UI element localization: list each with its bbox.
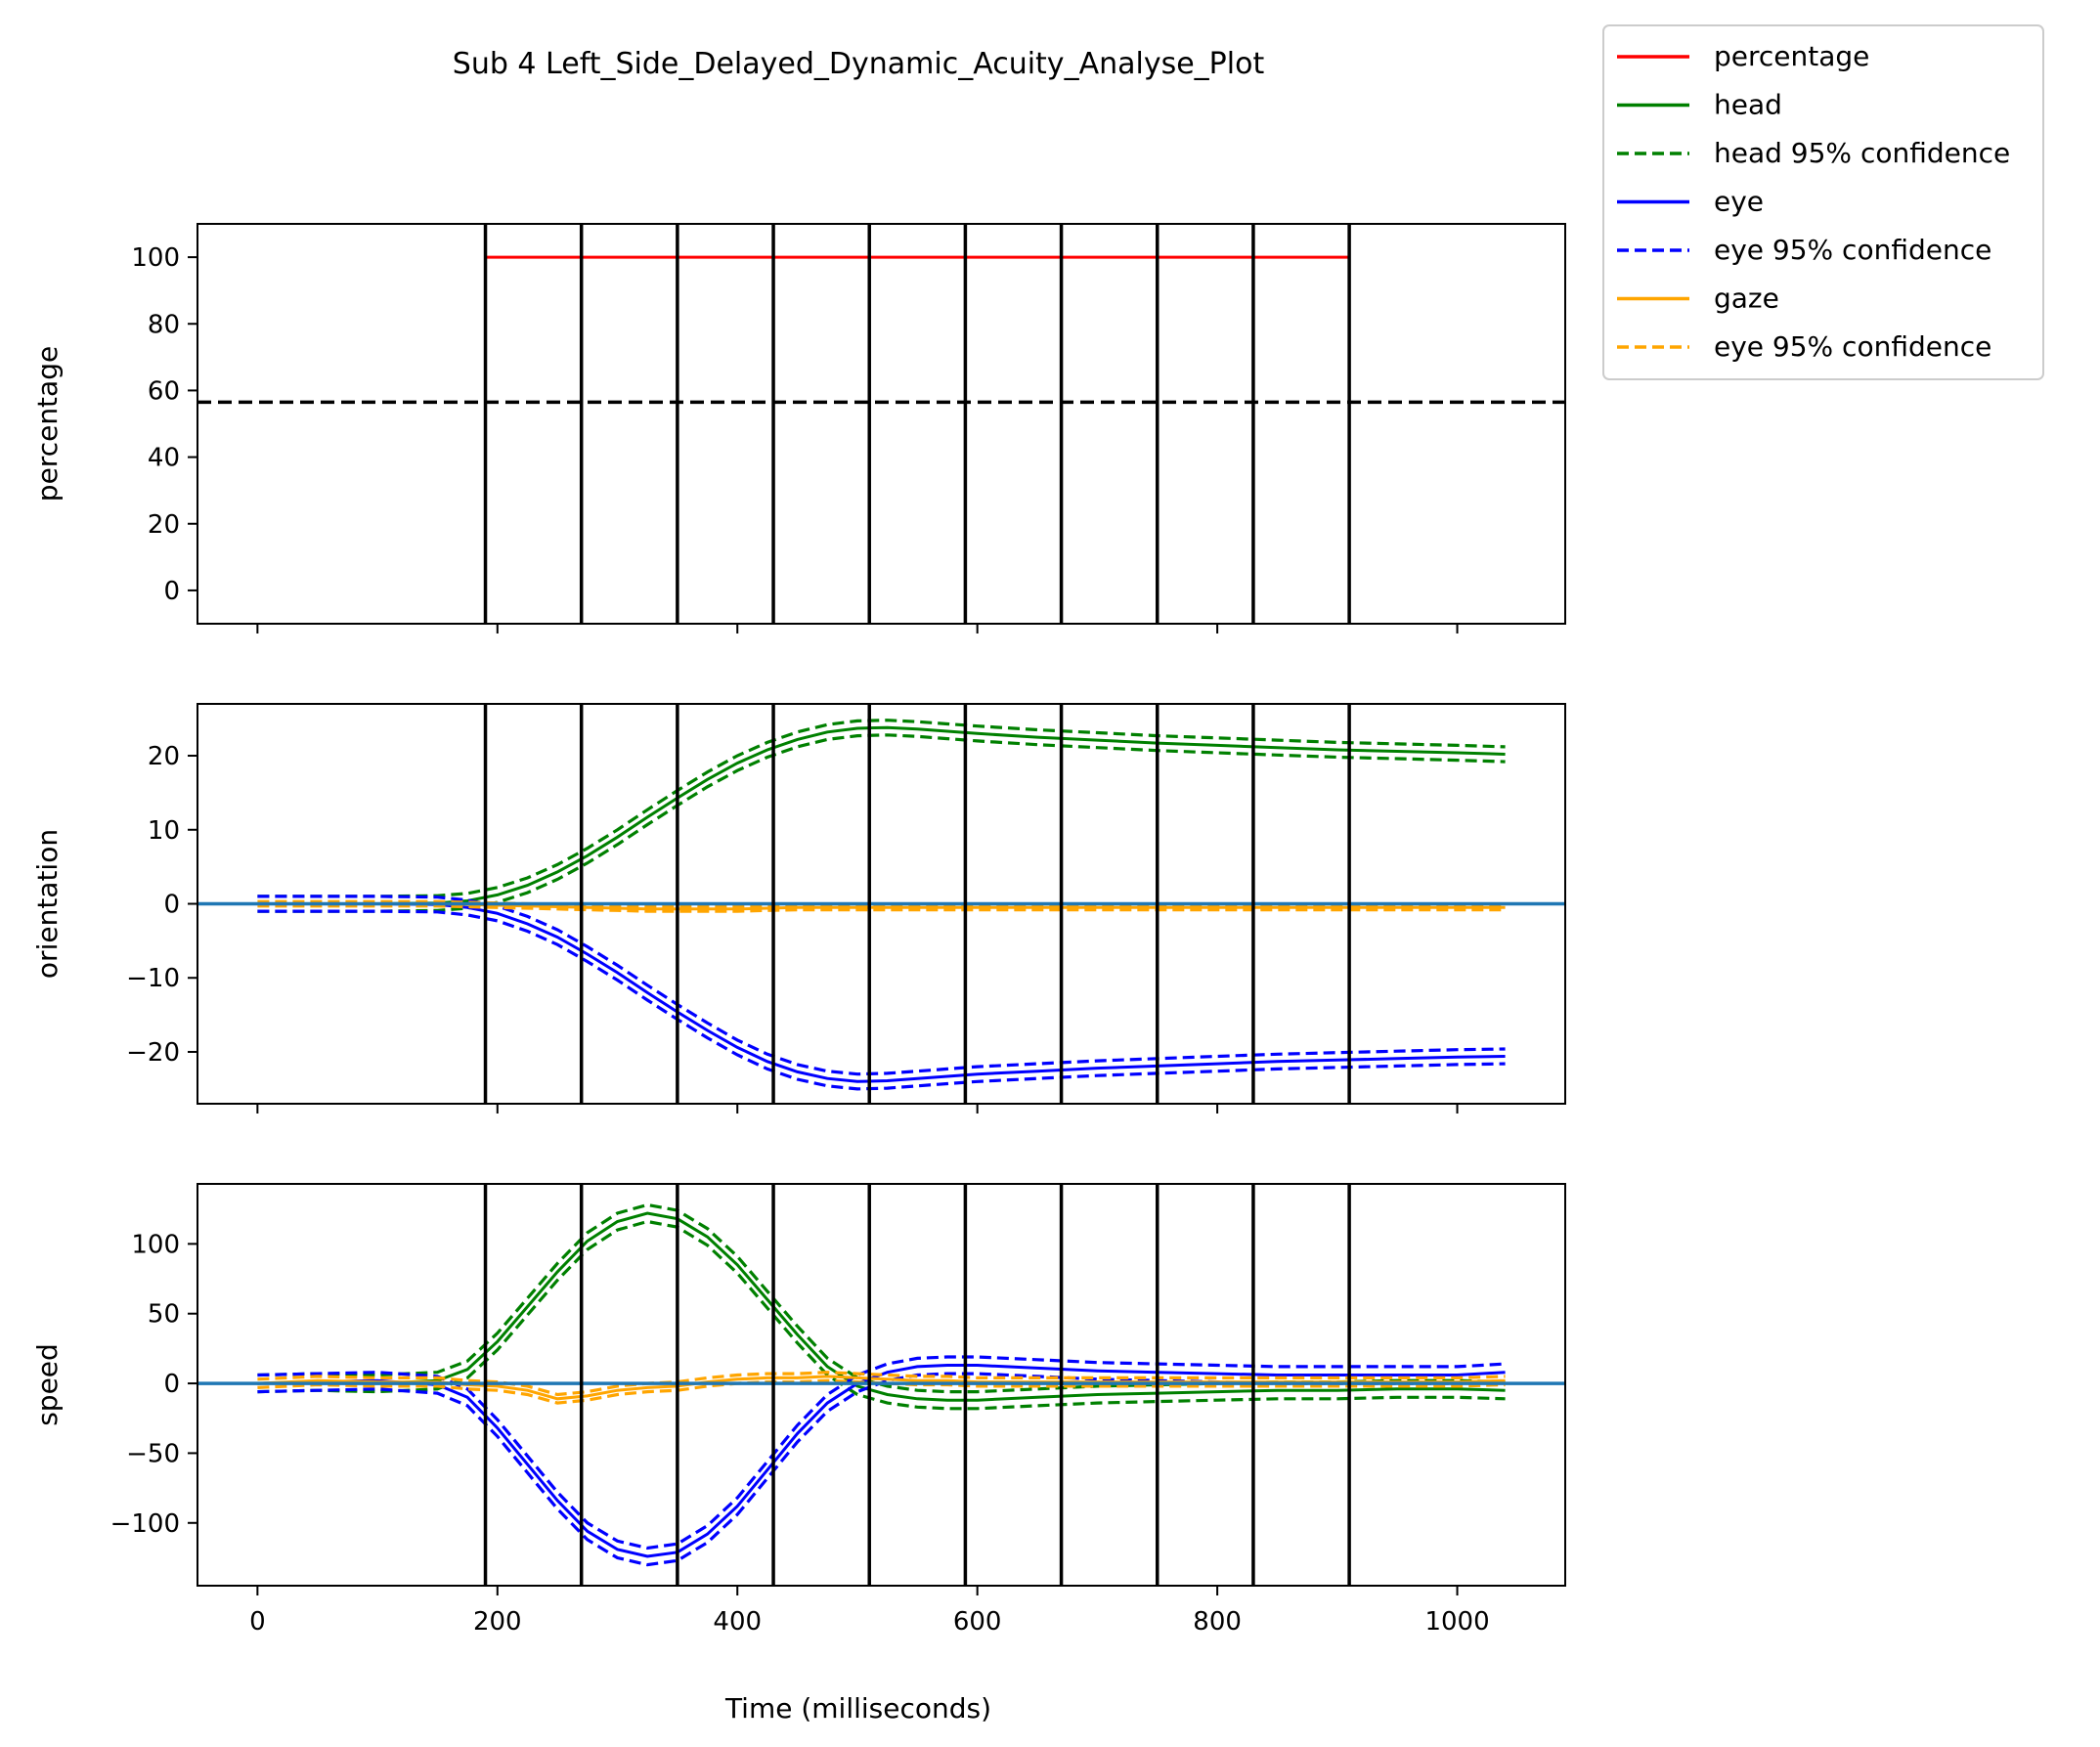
x-tick-label: 400 (713, 1607, 762, 1637)
head-ci-lower (257, 733, 1506, 913)
y-tick-label: 40 (148, 444, 180, 473)
legend-item: eye 95% confidence (1617, 330, 1991, 363)
eye-ci-upper (257, 1355, 1506, 1550)
legend-label: head 95% confidence (1714, 137, 2010, 169)
y-tick-label: −50 (126, 1439, 180, 1468)
legend-item: head (1617, 89, 1782, 121)
x-tick-label: 800 (1193, 1607, 1242, 1637)
y-axis-label: orientation (31, 829, 64, 979)
y-axis-label: percentage (31, 346, 64, 502)
eye-ci-lower (257, 909, 1506, 1091)
y-tick-label: 0 (163, 577, 180, 606)
eye-line (257, 902, 1506, 1083)
plot-area (197, 704, 1565, 1104)
head-line (257, 1211, 1506, 1402)
legend-label: gaze (1714, 283, 1779, 315)
y-tick-label: −20 (126, 1038, 180, 1068)
legend-item: gaze (1617, 283, 1779, 315)
axes-frame (197, 223, 1566, 625)
x-axis-label: Time (milliseconds) (724, 1692, 991, 1725)
eye-ci-upper (257, 895, 1506, 1076)
y-tick-label: 20 (148, 510, 180, 540)
legend: percentage head head 95% confidence eye eye … (1602, 24, 2044, 380)
panel-speed: 0 200 400 600 800 1000 −100 −50 0 50 100 speed (31, 1183, 1566, 1637)
chart-title: Sub 4 Left_Side_Delayed_Dynamic_Acuity_A… (453, 47, 1265, 81)
y-tick-label: −100 (110, 1509, 180, 1539)
eye-line (257, 1364, 1506, 1558)
head-ci-upper (257, 719, 1506, 898)
legend-item: eye (1617, 186, 1764, 218)
y-axis-label: speed (31, 1343, 64, 1426)
y-tick-label: 60 (148, 376, 180, 406)
y-tick-label: 20 (148, 742, 180, 771)
legend-label: eye 95% confidence (1714, 330, 1991, 363)
legend-frame (1602, 24, 2044, 380)
head-ci-lower (257, 1219, 1506, 1411)
gaze-ci-lower (257, 1378, 1506, 1405)
y-tick-label: 50 (148, 1300, 180, 1330)
legend-label: head (1714, 89, 1782, 121)
y-tick-label: 0 (163, 891, 180, 920)
y-tick-label: 80 (148, 310, 180, 339)
y-tick-label: 10 (148, 816, 180, 846)
legend-item: eye 95% confidence (1617, 234, 1991, 266)
panel-percentage: 0 20 40 60 80 100 percentage (31, 223, 1566, 633)
x-tick-label: 1000 (1424, 1607, 1489, 1637)
plot-area (197, 1184, 1565, 1586)
y-tick-label: 100 (131, 1230, 180, 1259)
axes-frame (197, 1183, 1566, 1587)
plot-area (197, 224, 1565, 624)
legend-item: head 95% confidence (1617, 137, 2010, 169)
head-line (257, 725, 1506, 905)
y-tick-label: 0 (163, 1370, 180, 1399)
legend-label: percentage (1714, 40, 1869, 72)
y-tick-label: −10 (126, 964, 180, 993)
x-tick-label: 0 (249, 1607, 266, 1637)
y-tick-label: 100 (131, 243, 180, 273)
x-tick-label: 600 (953, 1607, 1002, 1637)
panel-orientation: −20 −10 0 10 20 orientation (31, 703, 1566, 1114)
legend-label: eye 95% confidence (1714, 234, 1991, 266)
panels: 020406080100percentage−20−1001020orienta… (31, 223, 1566, 1637)
head-ci-upper (257, 1202, 1506, 1394)
legend-item: percentage (1617, 40, 1869, 72)
x-tick-label: 200 (473, 1607, 522, 1637)
legend-label: eye (1714, 186, 1764, 218)
gaze-ci-lower (257, 904, 1506, 913)
